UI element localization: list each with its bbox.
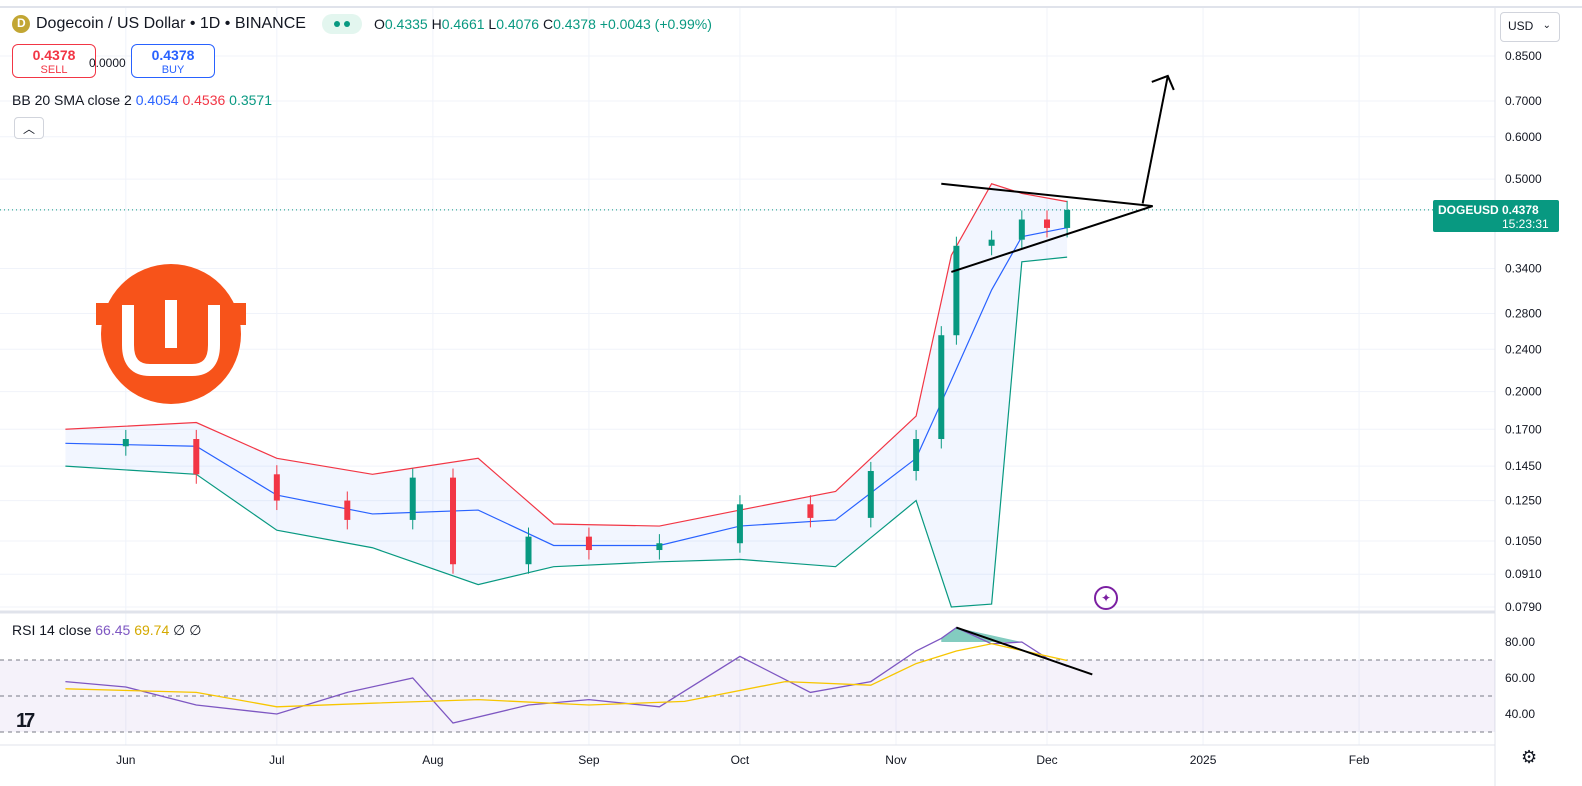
candle-body bbox=[938, 335, 945, 440]
x-axis-label: Aug bbox=[422, 753, 443, 767]
x-axis-label: Feb bbox=[1349, 753, 1370, 767]
x-axis-label: Jul bbox=[269, 753, 284, 767]
buy-label: BUY bbox=[161, 64, 185, 76]
price-tag-symbol: DOGEUSD bbox=[1438, 203, 1499, 217]
x-axis-label: Oct bbox=[731, 753, 750, 767]
breakout-arrow bbox=[1141, 75, 1169, 204]
candle-body bbox=[988, 239, 995, 246]
bb-legend[interactable]: BB 20 SMA close 2 0.4054 0.4536 0.3571 bbox=[12, 92, 272, 108]
symbol-title[interactable]: Dogecoin / US Dollar • 1D • BINANCE bbox=[36, 15, 306, 32]
candle-body bbox=[1018, 219, 1025, 240]
settings-gear-icon[interactable]: ⚙ bbox=[1521, 747, 1538, 767]
y-axis-label: 0.8500 bbox=[1505, 49, 1542, 63]
candle-body bbox=[525, 536, 532, 565]
price-tag-countdown: 15:23:31 bbox=[1502, 217, 1549, 231]
x-axis-label: Nov bbox=[885, 753, 906, 767]
share-icon[interactable] bbox=[321, 14, 362, 34]
x-axis-label: Sep bbox=[578, 753, 600, 767]
x-axis-label: Jun bbox=[116, 753, 135, 767]
spread-value: 0.0000 bbox=[89, 56, 126, 70]
candle-body bbox=[193, 439, 200, 475]
y-axis-label: 0.2000 bbox=[1505, 385, 1542, 399]
candle-body bbox=[807, 504, 814, 518]
candle-body bbox=[867, 471, 874, 518]
last-price-tag: DOGEUSD 0.4378 15:23:31 bbox=[1433, 200, 1559, 232]
y-axis-label: 0.1250 bbox=[1505, 494, 1542, 508]
x-axis-label: Dec bbox=[1036, 753, 1057, 767]
candle-body bbox=[273, 474, 280, 501]
candle-body bbox=[450, 477, 457, 565]
candle-body bbox=[585, 536, 592, 551]
chevron-down-icon: ⌄ bbox=[1542, 20, 1551, 31]
candle-body bbox=[1043, 219, 1050, 228]
buy-price: 0.4378 bbox=[151, 47, 195, 63]
y-axis-label: 0.2800 bbox=[1505, 307, 1542, 321]
breakout-arrowhead bbox=[1151, 74, 1175, 91]
price-tag-price: 0.4378 bbox=[1502, 203, 1539, 217]
rsi-line bbox=[65, 626, 1068, 724]
y-axis-label: 0.5000 bbox=[1505, 172, 1542, 186]
chart-header: Dogecoin / US Dollar • 1D • BINANCE O0.4… bbox=[12, 14, 712, 34]
y-axis-label: 0.6000 bbox=[1505, 130, 1542, 144]
buy-button[interactable]: 0.4378 BUY bbox=[131, 44, 215, 78]
rsi-axis-label: 80.00 bbox=[1505, 635, 1535, 649]
triangle-upper-trendline bbox=[941, 182, 1153, 208]
rsi-ma-line bbox=[65, 643, 1068, 708]
bb-upper-line bbox=[65, 183, 1068, 527]
y-axis-label: 0.0910 bbox=[1505, 567, 1542, 581]
sparkle-icon[interactable]: ✦ bbox=[1094, 586, 1118, 610]
candle-body bbox=[409, 477, 416, 520]
rsi-overbought-fill bbox=[941, 627, 1022, 642]
y-axis-label: 0.1450 bbox=[1505, 459, 1542, 473]
collapse-chevron-icon[interactable]: ︿ bbox=[14, 117, 44, 139]
tradingview-logo[interactable]: 17 bbox=[16, 710, 35, 732]
brand-logo-stem bbox=[165, 300, 177, 348]
candle-body bbox=[913, 439, 920, 472]
coin-icon bbox=[12, 15, 30, 33]
rsi-legend[interactable]: RSI 14 close 66.45 69.74 ∅ ∅ bbox=[12, 622, 202, 638]
sell-label: SELL bbox=[40, 64, 68, 76]
triangle-lower-trendline bbox=[951, 205, 1154, 273]
bb-basis-line bbox=[65, 227, 1068, 547]
y-axis-label: 0.7000 bbox=[1505, 94, 1542, 108]
brand-logo-glyph bbox=[122, 305, 220, 376]
ohlc-values: O0.4335 H0.4661 L0.4076 C0.4378 +0.0043 … bbox=[373, 16, 712, 32]
bb-lower-line bbox=[65, 256, 1068, 608]
candle-body bbox=[656, 543, 663, 551]
sell-button[interactable]: 0.4378 SELL bbox=[12, 44, 96, 78]
sell-price: 0.4378 bbox=[32, 47, 76, 63]
y-axis-label: 0.0790 bbox=[1505, 600, 1542, 614]
candle-body bbox=[1064, 209, 1071, 228]
y-axis-label: 0.1700 bbox=[1505, 422, 1542, 436]
rsi-divergence-trendline bbox=[956, 626, 1093, 676]
rsi-axis-label: 60.00 bbox=[1505, 671, 1535, 685]
candle-body bbox=[344, 500, 351, 520]
rsi-axis-label: 40.00 bbox=[1505, 707, 1535, 721]
y-axis-label: 0.2400 bbox=[1505, 342, 1542, 356]
x-axis-label: 2025 bbox=[1190, 753, 1217, 767]
candle-body bbox=[122, 439, 129, 447]
y-axis-label: 0.3400 bbox=[1505, 262, 1542, 276]
y-axis-label: 0.1050 bbox=[1505, 534, 1542, 548]
grid-lines bbox=[0, 8, 1495, 745]
candle-body bbox=[953, 245, 960, 336]
candle-body bbox=[736, 504, 743, 544]
bb-fill bbox=[65, 183, 1068, 607]
currency-select[interactable]: USD ⌄ bbox=[1500, 12, 1560, 42]
brand-logo bbox=[96, 264, 246, 404]
